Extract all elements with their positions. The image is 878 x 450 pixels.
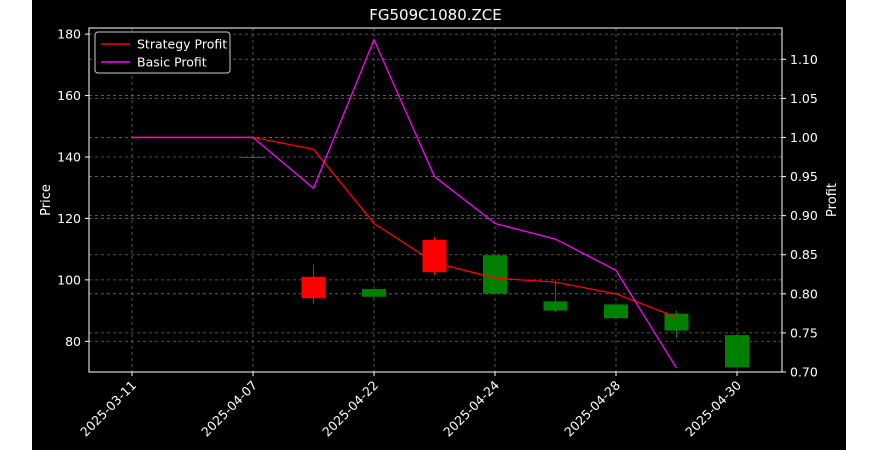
x-tick-label: 2025-04-28 — [561, 377, 623, 439]
y-tick-label-right: 0.85 — [790, 247, 818, 262]
y-tick-label-right: 0.75 — [790, 325, 818, 340]
chart-canvas: 80 100 120 140 160 180 0.70 0.75 0.80 0.85 0.90 0.9… — [32, 0, 846, 450]
x-tick-label: 2025-04-22 — [319, 378, 381, 440]
x-tick-label: 2025-04-24 — [440, 377, 502, 439]
chart-title: FG509C1080.ZCE — [369, 6, 502, 24]
y-tick-label-right: 1.00 — [790, 130, 818, 145]
candle-body — [543, 301, 568, 311]
candle-body — [362, 289, 386, 297]
candle-body — [422, 239, 447, 273]
legend: Strategy Profit Basic Profit — [94, 31, 231, 74]
y-tick-label-left: 120 — [57, 211, 81, 226]
y-tick-label-left: 140 — [57, 150, 81, 165]
basic-profit-line — [132, 38, 678, 369]
y-axis-title-right: Profit — [825, 183, 840, 217]
candle-body — [664, 313, 689, 331]
candle-body — [301, 276, 326, 299]
legend-label-basic: Basic Profit — [137, 55, 207, 70]
y-axis-title-left: Price — [39, 184, 54, 216]
legend-label-strategy: Strategy Profit — [137, 37, 227, 52]
x-tick-label: 2025-04-30 — [682, 377, 744, 439]
candle-body — [483, 255, 507, 294]
y-tick-label-right: 0.70 — [790, 365, 818, 380]
strategy-profit-line — [132, 136, 677, 318]
x-tick-label: 2025-03-11 — [77, 378, 139, 440]
y-tick-label-left: 80 — [65, 334, 81, 349]
y-tick-label-right: 0.90 — [790, 208, 818, 223]
y-tick-label-left: 180 — [57, 27, 81, 42]
candlestick-profit-chart: 80 100 120 140 160 180 0.70 0.75 0.80 0.85 0.90 0.9… — [39, 6, 840, 440]
candle-body — [241, 157, 265, 158]
candle-body — [604, 304, 628, 319]
plot-frame — [88, 27, 783, 373]
y-tick-label-right: 1.05 — [790, 91, 818, 106]
y-tick-label-right: 0.95 — [790, 169, 818, 184]
y-tick-label-right: 0.80 — [790, 286, 818, 301]
x-tick-label: 2025-04-07 — [198, 378, 260, 440]
y-tick-label-left: 160 — [57, 88, 81, 103]
y-tick-label-left: 100 — [57, 272, 81, 287]
y-tick-label-right: 1.10 — [790, 52, 818, 67]
candle-body — [725, 335, 749, 368]
